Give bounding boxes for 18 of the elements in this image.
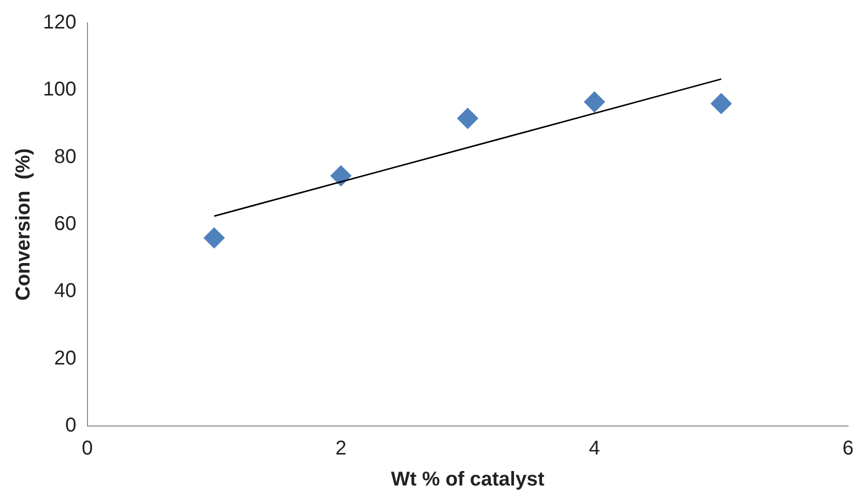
x-axis-title: Wt % of catalyst xyxy=(391,468,545,491)
y-tick-label: 100 xyxy=(42,78,76,101)
y-tick-label: 0 xyxy=(65,414,76,437)
y-tick-label: 40 xyxy=(54,280,76,302)
point xyxy=(330,165,352,186)
point xyxy=(584,91,605,112)
y-tick-label: 60 xyxy=(54,213,76,236)
x-tick-label: 0 xyxy=(82,438,93,460)
x-tick-label: 4 xyxy=(588,438,600,460)
y-tick-label: 120 xyxy=(42,12,76,34)
point xyxy=(710,93,732,114)
y-tick-label: 80 xyxy=(54,146,76,168)
x-tick-label: 6 xyxy=(842,438,854,460)
point xyxy=(204,227,225,248)
x-tick-label: 2 xyxy=(335,438,346,460)
point xyxy=(457,108,478,129)
y-tick-label: 20 xyxy=(54,347,76,370)
y-axis-title: Conversion (%) xyxy=(12,148,35,301)
